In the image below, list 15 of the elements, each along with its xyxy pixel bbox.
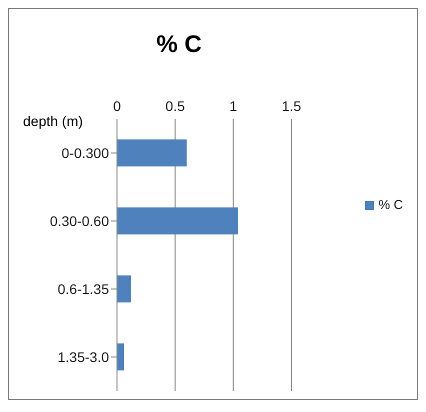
y-tick-label: 1.35-3.0 [58,348,110,365]
y-axis-title: depth (m) [23,113,83,129]
bar [117,207,238,234]
x-tick-label: 0 [113,98,122,114]
y-tick-label: 0.6-1.35 [58,280,110,297]
bar [117,275,131,302]
x-tick-label: 1 [229,98,238,114]
x-tick-label: 1.5 [282,98,302,114]
chart-title: % C [155,31,203,59]
bar [117,139,187,166]
legend-label: % C [378,196,403,212]
y-tick-label: 0-0.300 [62,144,110,161]
y-tick-label: 0.30-0.60 [50,212,110,229]
x-tick-label: 0.5 [165,98,186,114]
bar [117,343,124,370]
